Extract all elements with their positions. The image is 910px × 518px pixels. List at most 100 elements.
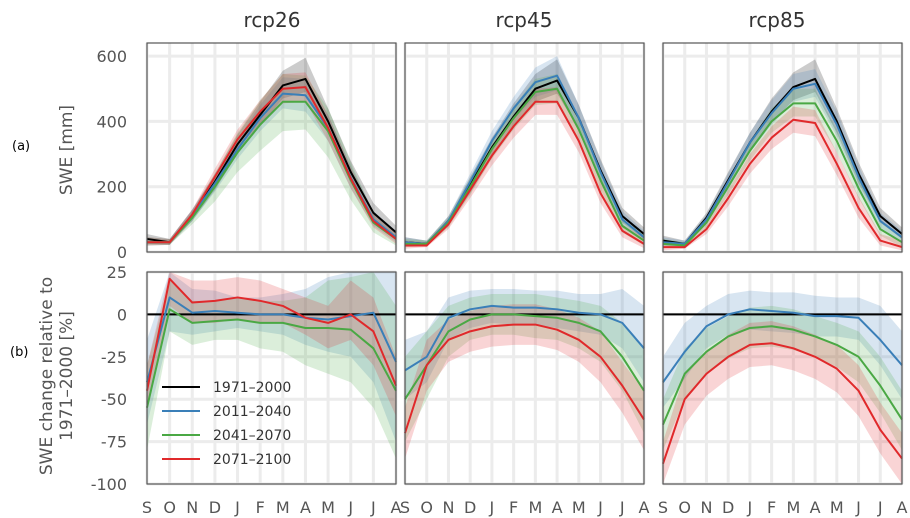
panel-label-a: (a) — [12, 139, 30, 154]
band-2011-2040 — [405, 288, 644, 400]
legend: 1971–2000 2011–2040 2041–2070 2071–2100 — [162, 380, 291, 468]
x-tick-label: J — [370, 498, 376, 517]
x-tick-label: D — [722, 498, 734, 517]
subplot-title-rcp26: rcp26 — [244, 8, 301, 32]
series-line-2041-2070 — [662, 102, 903, 247]
x-tick-label: M — [830, 498, 844, 517]
panel-label-b: (b) — [10, 345, 28, 360]
x-tick-label: J — [877, 498, 883, 517]
band-2071-2100 — [147, 72, 396, 246]
series-line-2041-2070 — [662, 325, 903, 426]
x-tick-label: M — [528, 498, 542, 517]
band-2041-2070 — [405, 74, 644, 248]
y-tick-label: 200 — [96, 178, 127, 197]
series-line-2071-2100 — [404, 323, 645, 434]
x-tick-label: S — [142, 498, 152, 517]
x-tick-label: O — [420, 498, 433, 517]
band-2041-2070 — [147, 74, 396, 246]
x-tick-label: A — [300, 498, 311, 517]
subplot-title-rcp45: rcp45 — [496, 8, 553, 32]
y-tick-label: -75 — [101, 433, 127, 452]
legend-label-2041-2070: 2041–2070 — [213, 428, 291, 444]
x-tick-label: J — [747, 498, 753, 517]
panel-a-rcp85 — [661, 42, 904, 254]
x-tick-label: J — [619, 498, 625, 517]
series-line-2011-2040 — [662, 82, 903, 245]
band-2071-2100 — [147, 272, 396, 417]
panel-a-rcp45 — [403, 42, 646, 254]
legend-label-1971-2000: 1971–2000 — [213, 380, 291, 396]
x-tick-label: N — [700, 498, 712, 517]
x-tick-label: O — [678, 498, 691, 517]
x-tick-label: F — [509, 498, 518, 517]
series-line-2071-2100 — [147, 86, 397, 244]
x-tick-label: M — [572, 498, 586, 517]
x-tick-label: M — [276, 498, 290, 517]
band-2041-2070 — [405, 294, 644, 442]
series-line-2071-2100 — [146, 277, 397, 391]
subplot-title-rcp85: rcp85 — [749, 8, 806, 32]
x-tick-label: J — [597, 498, 603, 517]
y-tick-label: 600 — [96, 47, 127, 66]
y-tick-label: 0 — [117, 243, 127, 262]
y-axis-title-change-line2: 1971–2000 [%] — [57, 311, 77, 441]
series-line-2011-2040 — [404, 304, 645, 372]
series-line-2011-2040 — [146, 296, 397, 383]
panel-a-rcp26: 0 200 400 600 — [96, 42, 398, 262]
band-1971-2000 — [663, 59, 902, 247]
x-tick-label: D — [464, 498, 476, 517]
y-tick-label: -25 — [101, 348, 127, 367]
axes-frame — [662, 271, 903, 485]
x-tick-label: A — [897, 498, 908, 517]
x-tick-label: J — [234, 498, 240, 517]
band-2011-2040 — [663, 69, 902, 247]
series-line-2071-2100 — [662, 342, 903, 464]
x-tick-label: S — [400, 498, 410, 517]
y-tick-label: 25 — [107, 263, 127, 282]
band-2071-2100 — [405, 87, 644, 249]
axes-frame — [146, 42, 397, 253]
y-axis-title-change-line1: SWE change relative to — [37, 277, 57, 475]
band-2011-2040 — [663, 290, 902, 408]
series-line-2041-2070 — [146, 308, 397, 408]
series-line-2041-2070 — [404, 313, 645, 400]
x-tick-label: M — [321, 498, 335, 517]
axes-frame — [146, 271, 397, 485]
y-tick-label: 0 — [117, 305, 127, 324]
band-1971-2000 — [147, 57, 396, 245]
y-tick-label: -100 — [91, 475, 127, 494]
x-tick-label: D — [209, 498, 221, 517]
y-tick-label: 400 — [96, 112, 127, 131]
x-tick-label: A — [810, 498, 821, 517]
x-tick-label: J — [855, 498, 861, 517]
y-axis-title-swe: SWE [mm] — [57, 105, 77, 195]
y-tick-label: -50 — [101, 390, 127, 409]
x-tick-label: A — [391, 498, 402, 517]
band-2041-2070 — [663, 305, 902, 451]
axes-frame — [662, 42, 903, 253]
x-tick-label: A — [552, 498, 563, 517]
band-2011-2040 — [405, 56, 644, 247]
x-tick-label: N — [186, 498, 198, 517]
x-tick-label: F — [256, 498, 265, 517]
x-tick-label: J — [489, 498, 495, 517]
x-tick-label: F — [767, 498, 776, 517]
axes-frame — [404, 271, 645, 485]
x-tick-label: S — [658, 498, 668, 517]
series-line-2071-2100 — [663, 118, 903, 249]
x-tick-label: A — [639, 498, 650, 517]
series-line-2041-2070 — [405, 87, 645, 245]
series-line-2071-2100 — [405, 100, 645, 247]
x-tick-label: J — [347, 498, 353, 517]
x-tick-label: M — [786, 498, 800, 517]
x-tick-label: O — [163, 498, 176, 517]
x-tick-label: N — [442, 498, 454, 517]
legend-label-2071-2100: 2071–2100 — [213, 452, 291, 468]
axes-frame — [404, 42, 645, 253]
series-line-2011-2040 — [662, 308, 903, 383]
